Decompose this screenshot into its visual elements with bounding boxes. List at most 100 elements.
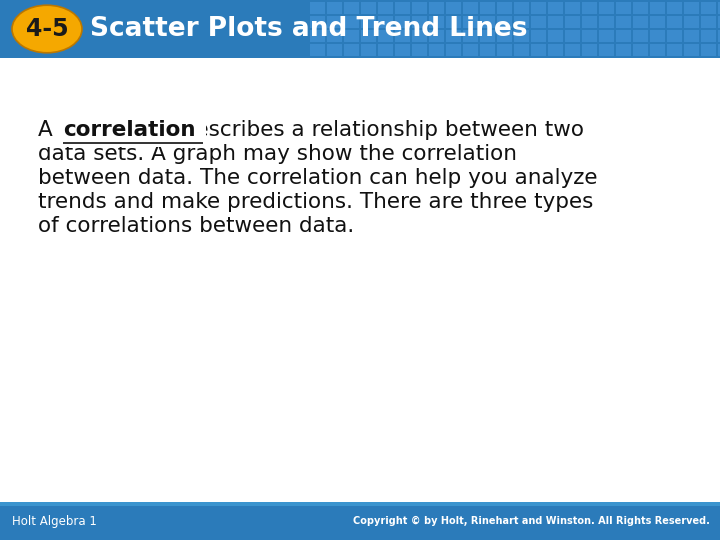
Bar: [582, 16, 597, 28]
Bar: [548, 44, 563, 56]
Bar: [361, 2, 376, 14]
Bar: [701, 2, 716, 14]
Text: correlation: correlation: [63, 120, 195, 140]
Bar: [395, 16, 410, 28]
Bar: [463, 16, 478, 28]
Bar: [565, 16, 580, 28]
Bar: [446, 30, 461, 42]
Bar: [344, 2, 359, 14]
Bar: [344, 44, 359, 56]
Bar: [650, 16, 665, 28]
Bar: [0, 502, 720, 506]
Bar: [531, 2, 546, 14]
Bar: [565, 30, 580, 42]
Bar: [616, 44, 631, 56]
Bar: [480, 2, 495, 14]
Text: A: A: [38, 120, 60, 140]
Bar: [310, 44, 325, 56]
Bar: [412, 30, 427, 42]
Bar: [412, 44, 427, 56]
Bar: [531, 30, 546, 42]
Bar: [514, 16, 529, 28]
Bar: [667, 2, 682, 14]
Bar: [361, 30, 376, 42]
Bar: [310, 30, 325, 42]
Bar: [480, 30, 495, 42]
Bar: [327, 16, 342, 28]
Bar: [548, 2, 563, 14]
Bar: [429, 2, 444, 14]
Bar: [565, 44, 580, 56]
Bar: [497, 2, 512, 14]
Bar: [650, 44, 665, 56]
Bar: [548, 30, 563, 42]
Bar: [412, 16, 427, 28]
Bar: [599, 2, 614, 14]
Bar: [582, 30, 597, 42]
Bar: [395, 2, 410, 14]
Bar: [378, 2, 393, 14]
Bar: [531, 16, 546, 28]
Bar: [599, 16, 614, 28]
Bar: [582, 44, 597, 56]
Bar: [429, 44, 444, 56]
Bar: [718, 2, 720, 14]
Ellipse shape: [12, 5, 82, 53]
Bar: [429, 30, 444, 42]
Bar: [446, 44, 461, 56]
Bar: [361, 16, 376, 28]
Bar: [514, 44, 529, 56]
Bar: [633, 30, 648, 42]
Bar: [548, 16, 563, 28]
Bar: [599, 44, 614, 56]
Bar: [650, 30, 665, 42]
Bar: [599, 30, 614, 42]
Text: 4-5: 4-5: [26, 17, 68, 41]
Bar: [412, 2, 427, 14]
Bar: [463, 44, 478, 56]
Bar: [395, 30, 410, 42]
Bar: [514, 2, 529, 14]
Bar: [378, 16, 393, 28]
Bar: [446, 16, 461, 28]
Text: between data. The correlation can help you analyze: between data. The correlation can help y…: [38, 168, 598, 188]
Bar: [463, 2, 478, 14]
Text: A correlation describes a relationship between two: A correlation describes a relationship b…: [38, 120, 584, 140]
Bar: [310, 16, 325, 28]
Text: of correlations between data.: of correlations between data.: [38, 216, 354, 236]
Bar: [327, 30, 342, 42]
Bar: [633, 2, 648, 14]
Bar: [0, 0, 720, 58]
Bar: [327, 44, 342, 56]
Bar: [514, 30, 529, 42]
Bar: [463, 30, 478, 42]
Bar: [446, 2, 461, 14]
Bar: [582, 2, 597, 14]
Bar: [497, 44, 512, 56]
Bar: [344, 30, 359, 42]
Bar: [565, 2, 580, 14]
Bar: [701, 44, 716, 56]
Bar: [378, 44, 393, 56]
Bar: [327, 2, 342, 14]
Bar: [667, 44, 682, 56]
Bar: [718, 30, 720, 42]
Bar: [429, 16, 444, 28]
Bar: [480, 16, 495, 28]
Bar: [616, 16, 631, 28]
Bar: [684, 16, 699, 28]
Bar: [701, 30, 716, 42]
Bar: [684, 2, 699, 14]
Text: data sets. A graph may show the correlation: data sets. A graph may show the correlat…: [38, 144, 517, 164]
Bar: [378, 30, 393, 42]
Bar: [667, 30, 682, 42]
Text: Holt Algebra 1: Holt Algebra 1: [12, 515, 97, 528]
Text: trends and make predictions. There are three types: trends and make predictions. There are t…: [38, 192, 593, 212]
Bar: [497, 16, 512, 28]
Bar: [37, 119, 206, 147]
Bar: [633, 16, 648, 28]
Bar: [531, 44, 546, 56]
Text: Copyright © by Holt, Rinehart and Winston. All Rights Reserved.: Copyright © by Holt, Rinehart and Winsto…: [353, 516, 710, 526]
Bar: [344, 16, 359, 28]
Bar: [701, 16, 716, 28]
